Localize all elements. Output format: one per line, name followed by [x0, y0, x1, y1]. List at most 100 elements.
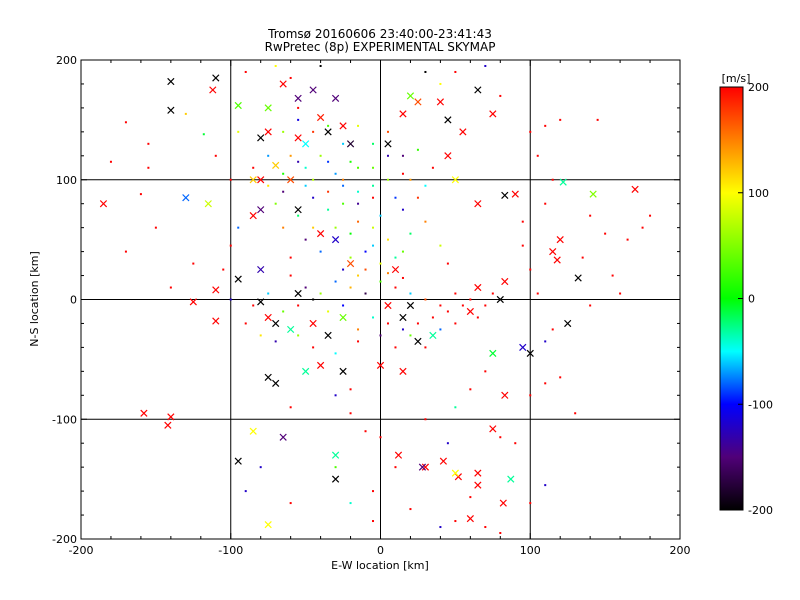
data-point-stroke — [279, 433, 287, 441]
data-point-dot — [349, 286, 352, 289]
data-point-dot — [229, 244, 232, 247]
data-point-dot — [357, 166, 360, 169]
data-point-x — [294, 289, 302, 298]
data-point-stroke — [264, 373, 272, 381]
data-point-dot — [416, 148, 419, 151]
data-point-dot — [559, 118, 562, 121]
data-point-x — [257, 265, 265, 274]
data-point-x — [451, 469, 459, 477]
data-point-dot — [357, 220, 360, 223]
data-point-x — [406, 92, 415, 100]
data-point-stroke — [316, 230, 325, 238]
data-point-stroke — [384, 301, 392, 310]
data-point-dot — [604, 232, 607, 235]
data-point-dot — [169, 286, 172, 289]
data-point-dot — [544, 340, 547, 343]
data-point-dot — [409, 292, 412, 295]
data-point-stroke — [212, 74, 220, 82]
data-point-dot — [454, 292, 457, 295]
data-point-x — [212, 317, 220, 325]
data-point-x — [294, 206, 302, 214]
data-point-x — [519, 343, 527, 352]
data-point-dot — [342, 178, 345, 181]
data-point-dot — [342, 142, 345, 145]
data-point-stroke — [564, 319, 572, 328]
data-point-stroke — [399, 367, 407, 375]
data-point-dot — [192, 262, 195, 265]
data-point-dot — [544, 124, 547, 127]
data-point-stroke — [167, 413, 175, 421]
data-point-stroke — [167, 106, 175, 114]
data-point-stroke — [99, 200, 108, 208]
data-point-dot — [289, 502, 292, 505]
data-point-dot — [237, 226, 240, 229]
data-point-stroke — [451, 469, 459, 477]
data-point-stroke — [249, 212, 257, 220]
data-point-x — [474, 481, 482, 489]
data-point-stroke — [589, 190, 597, 198]
data-point-x — [418, 463, 427, 471]
data-point-dot — [327, 208, 330, 211]
data-point-stroke — [234, 275, 242, 283]
data-point-dot — [484, 304, 487, 307]
data-point-dot — [297, 118, 300, 121]
data-point-x — [474, 283, 482, 292]
data-point-stroke — [309, 319, 317, 328]
data-point-stroke — [418, 463, 427, 471]
data-point-x — [501, 391, 509, 399]
colorbar-tick-label: -100 — [748, 398, 773, 411]
data-point-x — [140, 409, 148, 417]
data-point-stroke — [436, 98, 445, 106]
data-point-x — [346, 259, 355, 268]
data-point-dot — [581, 256, 584, 259]
data-point-stroke — [264, 128, 272, 136]
data-point-dot — [334, 394, 337, 397]
data-point-stroke — [489, 349, 497, 358]
y-axis-label: N-S location [km] — [28, 251, 41, 347]
data-point-stroke — [234, 457, 242, 465]
data-point-dot — [282, 172, 285, 175]
data-point-dot — [536, 292, 539, 295]
data-point-dot — [289, 154, 292, 157]
data-point-stroke — [264, 313, 272, 322]
data-point-dot — [304, 184, 307, 187]
data-point-x — [376, 361, 385, 369]
data-point-x — [339, 313, 347, 322]
data-point-stroke — [182, 194, 190, 202]
data-point-stroke — [272, 319, 280, 328]
data-point-stroke — [164, 421, 172, 429]
data-point-dot — [409, 178, 412, 181]
data-point-x — [264, 128, 272, 136]
data-point-stroke — [376, 361, 385, 369]
data-point-x — [466, 515, 474, 523]
data-point-x — [499, 499, 507, 507]
data-point-dot — [416, 196, 419, 199]
data-point-x — [474, 200, 482, 208]
data-point-dot — [521, 220, 524, 223]
data-point-stroke — [553, 256, 561, 264]
data-point-dot — [364, 268, 367, 271]
data-point-x — [287, 176, 295, 184]
data-point-dot — [349, 388, 352, 391]
y-tick-label: 0 — [70, 294, 77, 307]
data-point-dot — [409, 508, 412, 511]
data-point-dot — [372, 490, 375, 493]
data-point-x — [257, 176, 265, 184]
data-point-dot — [139, 193, 142, 196]
data-point-stroke — [294, 206, 302, 214]
data-point-dot — [589, 214, 592, 217]
data-point-x — [272, 379, 280, 387]
data-point-x — [439, 457, 448, 465]
data-point-x — [444, 152, 452, 160]
data-point-dot — [334, 352, 337, 355]
data-point-stroke — [294, 94, 302, 102]
data-point-dot — [372, 196, 375, 199]
data-point-stroke — [257, 176, 265, 184]
data-point-dot — [529, 394, 532, 397]
data-point-x — [257, 206, 265, 214]
data-point-stroke — [249, 427, 257, 435]
data-point-x — [399, 313, 407, 322]
data-point-stroke — [279, 80, 287, 88]
data-point-stroke — [324, 128, 332, 136]
data-point-x — [444, 116, 452, 124]
